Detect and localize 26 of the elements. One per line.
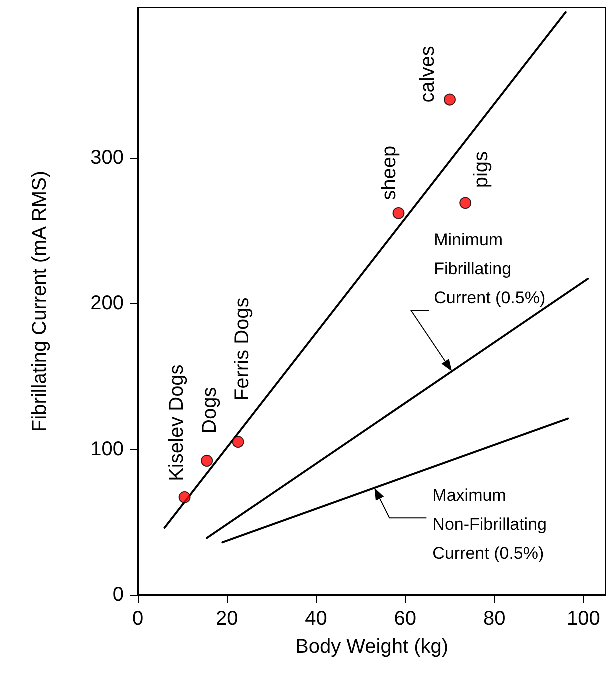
y-tick-label: 100 [90, 438, 124, 460]
point [178, 491, 191, 504]
point [201, 455, 214, 467]
annotation: sheep [378, 146, 401, 200]
annotation: Kiselev Dogs [166, 364, 188, 482]
point [460, 197, 472, 210]
x-axis-title: Body Weight (kg) [295, 636, 449, 658]
y-tick-label: 200 [90, 292, 124, 315]
point [444, 94, 456, 106]
x-tick-label: 40 [305, 608, 328, 630]
x-tick-label: 60 [394, 608, 417, 630]
y-tick-label: 0 [112, 584, 124, 606]
annotation: pigs [470, 151, 493, 188]
annotation: Minimum Fibrillating Current (0.5%) [434, 230, 546, 308]
x-tick-label: 80 [483, 608, 506, 630]
annotation: Dogs [199, 387, 222, 434]
x-tick-label: 100 [567, 608, 600, 630]
annotation: Ferris Dogs [231, 298, 254, 402]
x-tick-label: 0 [132, 608, 144, 630]
x-tick-label: 20 [216, 608, 238, 630]
y-axis-title: Fibrillating Current (mA RMS) [29, 170, 51, 432]
point [232, 436, 244, 448]
annotation: Maximum Non-Fibrillating Current (0.5%) [432, 486, 552, 564]
annotation: calves [417, 46, 439, 103]
y-tick-label: 300 [90, 147, 124, 170]
point [392, 207, 405, 220]
